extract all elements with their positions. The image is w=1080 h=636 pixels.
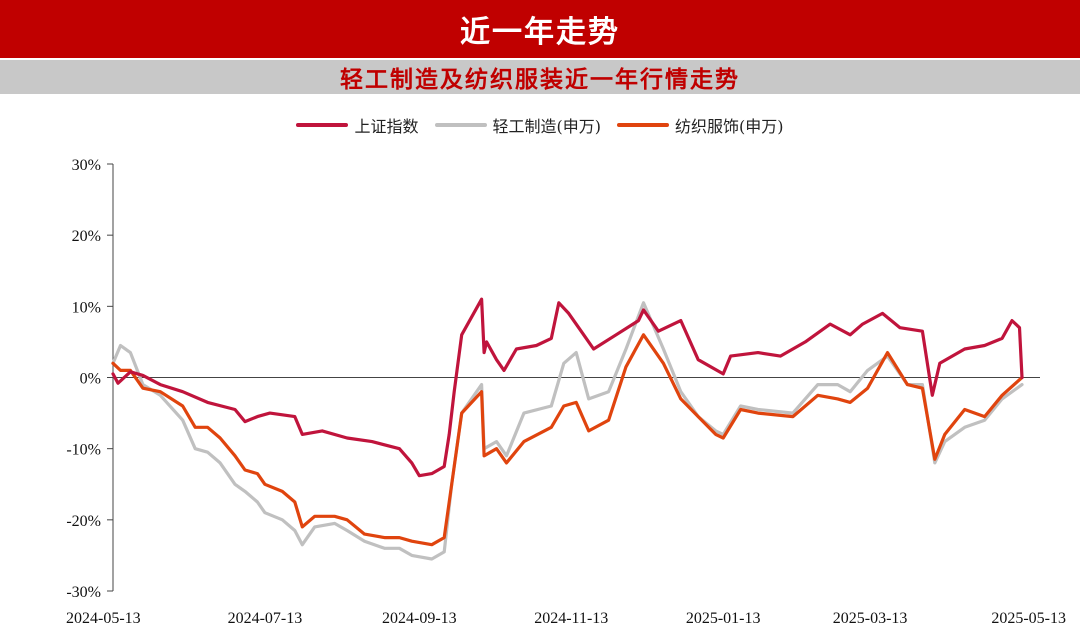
- y-tick-label: 30%: [72, 157, 101, 174]
- y-tick-label: 10%: [72, 299, 101, 316]
- y-tick-label: -30%: [66, 584, 101, 601]
- x-tick-label: 2025-05-13: [991, 610, 1066, 627]
- series-line-0: [111, 297, 1024, 478]
- y-tick-label: 0%: [80, 371, 101, 388]
- x-tick-label: 2024-07-13: [228, 610, 303, 627]
- legend-item-textile-apparel: 纺织服饰(申万): [617, 113, 784, 137]
- legend-item-light-industry: 轻工制造(申万): [434, 113, 602, 137]
- legend-swatch-shanghai-index: [296, 123, 349, 127]
- chart-legend: 上证指数 轻工制造(申万) 纺织服饰(申万): [0, 110, 1080, 140]
- legend-item-shanghai-index: 上证指数: [296, 113, 419, 137]
- legend-swatch-textile-apparel: [617, 123, 669, 127]
- y-tick-label: 20%: [72, 228, 101, 245]
- x-tick-label: 2024-05-13: [66, 610, 141, 627]
- legend-swatch-light-industry: [434, 123, 487, 127]
- x-tick-label: 2025-01-13: [686, 610, 761, 627]
- line-chart: 30% 20% 10% 0% -10% -20% -30% 2024-05-13 2024-07…: [66, 157, 1066, 627]
- chart-title: 轻工制造及纺织服装近一年行情走势: [0, 60, 1080, 94]
- y-tick-label: -20%: [66, 513, 101, 530]
- x-tick-label: 2025-03-13: [833, 610, 908, 627]
- legend-label-light-industry: 轻工制造(申万): [492, 117, 602, 136]
- y-tick-label: -10%: [66, 442, 101, 459]
- legend-label-textile-apparel: 纺织服饰(申万): [675, 117, 784, 136]
- x-tick-label: 2024-11-13: [534, 610, 608, 627]
- series-line-1: [111, 301, 1024, 561]
- legend-label-shanghai-index: 上证指数: [354, 117, 419, 136]
- series-line-2: [111, 333, 1024, 547]
- page-banner-title: 近一年走势: [0, 0, 1080, 58]
- x-tick-label: 2024-09-13: [382, 610, 457, 627]
